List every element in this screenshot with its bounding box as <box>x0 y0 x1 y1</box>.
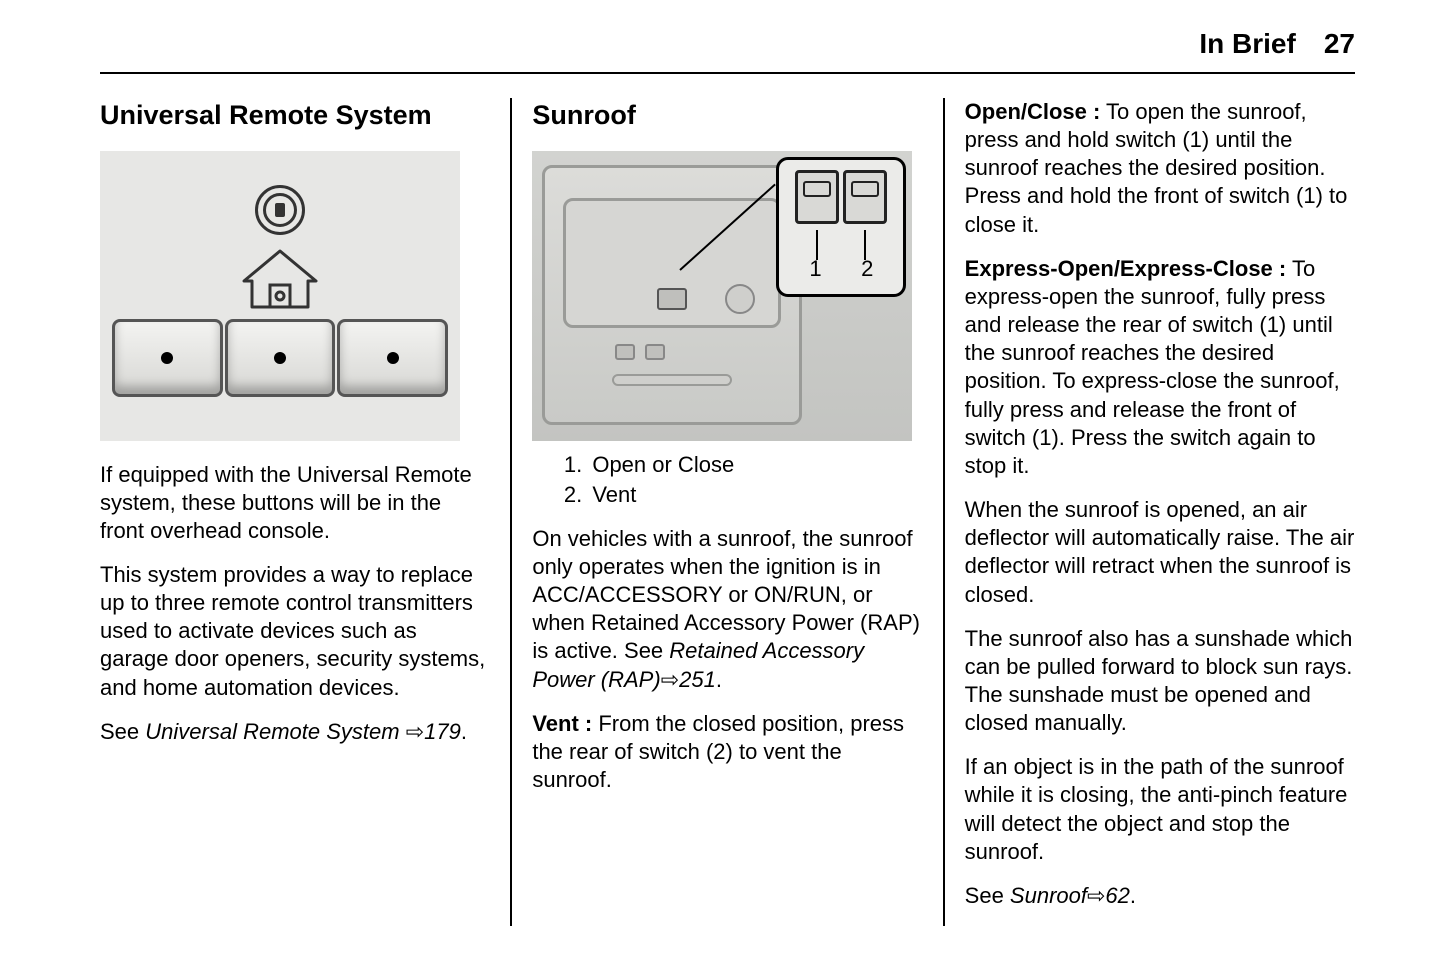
xref-lead: See <box>100 719 145 744</box>
col3-xref-page: 62 <box>1105 883 1129 908</box>
header-section-title: In Brief <box>1199 28 1295 59</box>
col3-xref-arrow-icon: ⇨ <box>1087 882 1105 910</box>
console-switch-group <box>657 288 687 310</box>
callout-label-1: 1 <box>809 255 821 283</box>
col3-xref-lead: See <box>965 883 1010 908</box>
col3-para-3: When the sunroof is opened, an air defle… <box>965 496 1355 609</box>
callout-label-2: 2 <box>861 255 873 283</box>
col1-xref: See Universal Remote System ⇨179. <box>100 718 490 746</box>
express-label: Express-Open/Express-Close : <box>965 256 1287 281</box>
house-icon <box>240 247 320 311</box>
column-2: Sunroof 1 2 <box>510 98 942 926</box>
col3-express-para: Express-Open/Express-Close : To express-… <box>965 255 1355 480</box>
figure-callout-legend: Open or Close Vent <box>588 451 922 509</box>
col1-para-2: This system provides a way to replace up… <box>100 561 490 702</box>
open-close-label: Open/Close : <box>965 99 1101 124</box>
switch-callout-box: 1 2 <box>776 157 906 297</box>
col3-xref: See Sunroof⇨62. <box>965 882 1355 910</box>
remote-signal-icon <box>255 185 305 235</box>
legend-item-2: Vent <box>588 481 922 509</box>
console-vent-slot <box>612 374 732 386</box>
callout-switch-1 <box>795 170 839 224</box>
col3-para-4: The sunroof also has a sunshade which ca… <box>965 625 1355 738</box>
column-3: Open/Close : To open the sunroof, press … <box>943 98 1355 926</box>
remote-button-3 <box>337 319 448 397</box>
xref-tail: . <box>461 719 467 744</box>
overhead-console-panel <box>542 165 802 425</box>
col2-vent-para: Vent : From the closed position, press t… <box>532 710 922 794</box>
col2-p1-arrow-icon: ⇨ <box>661 666 679 694</box>
legend-item-1: Open or Close <box>588 451 922 479</box>
console-button-b <box>645 344 665 360</box>
console-knob <box>725 284 755 314</box>
col3-open-para: Open/Close : To open the sunroof, press … <box>965 98 1355 239</box>
express-text: To express-open the sunroof, fully press… <box>965 256 1340 478</box>
manual-page: In Brief 27 Universal Remote System <box>0 0 1445 965</box>
content-columns: Universal Remote System If equipped wit <box>100 98 1355 926</box>
page-header: In Brief 27 <box>100 28 1355 74</box>
xref-title: Universal Remote System <box>145 719 399 744</box>
remote-button-2 <box>225 319 336 397</box>
xref-arrow-icon: ⇨ <box>406 718 424 746</box>
figure-universal-remote <box>100 151 460 441</box>
col2-p1-tail: . <box>716 667 722 692</box>
column-1: Universal Remote System If equipped wit <box>100 98 510 926</box>
figure-sunroof-console: 1 2 <box>532 151 912 441</box>
vent-label: Vent : <box>532 711 592 736</box>
col3-xref-title: Sunroof <box>1010 883 1087 908</box>
remote-button-1 <box>112 319 223 397</box>
col1-heading: Universal Remote System <box>100 98 490 133</box>
remote-button-row <box>112 319 448 397</box>
xref-page: 179 <box>424 719 461 744</box>
col3-para-5: If an object is in the path of the sunro… <box>965 753 1355 866</box>
col2-p1-ref-page: 251 <box>679 667 716 692</box>
header-page-number: 27 <box>1324 28 1355 59</box>
col2-heading: Sunroof <box>532 98 922 133</box>
col1-para-1: If equipped with the Universal Remote sy… <box>100 461 490 545</box>
console-button-a <box>615 344 635 360</box>
callout-switch-2 <box>843 170 887 224</box>
col2-para-1: On vehicles with a sunroof, the sunroof … <box>532 525 922 694</box>
col3-xref-tail: . <box>1130 883 1136 908</box>
